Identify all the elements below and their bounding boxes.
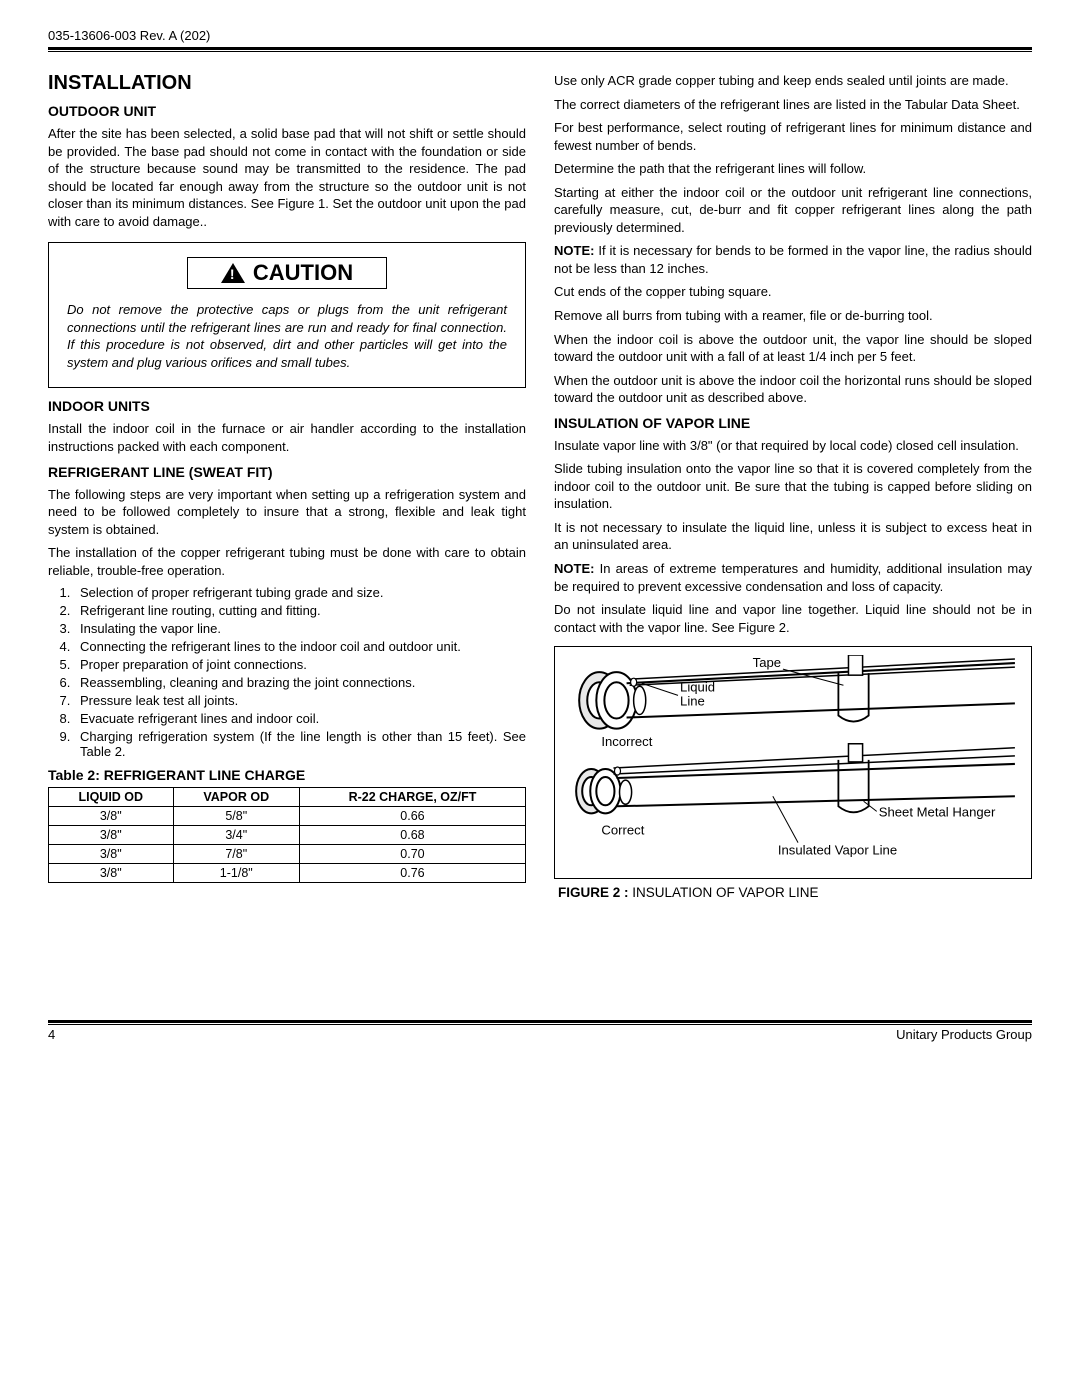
list-item: Refrigerant line routing, cutting and fi… (74, 603, 526, 618)
td: 5/8" (173, 807, 299, 826)
td: 3/8" (49, 826, 174, 845)
footer-rule: 4 Unitary Products Group (48, 1020, 1032, 1042)
steps-list: Selection of proper refrigerant tubing g… (48, 585, 526, 759)
outdoor-heading: OUTDOOR UNIT (48, 103, 526, 119)
insulation-heading: INSULATION OF VAPOR LINE (554, 415, 1032, 431)
list-item: Insulating the vapor line. (74, 621, 526, 636)
insul-p1: Insulate vapor line with 3/8" (or that r… (554, 437, 1032, 455)
insul-p4: Do not insulate liquid line and vapor li… (554, 601, 1032, 636)
left-column: INSTALLATION OUTDOOR UNIT After the site… (48, 66, 526, 900)
td: 7/8" (173, 845, 299, 864)
right-column: Use only ACR grade copper tubing and kee… (554, 66, 1032, 900)
indoor-heading: INDOOR UNITS (48, 398, 526, 414)
refrig-p1: The following steps are very important w… (48, 486, 526, 539)
section-title: INSTALLATION (48, 72, 526, 95)
header-rule (48, 51, 1032, 52)
charge-table: LIQUID OD VAPOR OD R-22 CHARGE, OZ/FT 3/… (48, 787, 526, 883)
right-p9: When the outdoor unit is above the indoo… (554, 372, 1032, 407)
fig-label-line: Line (680, 694, 705, 709)
td: 0.76 (299, 864, 525, 883)
refrig-heading: REFRIGERANT LINE (SWEAT FIT) (48, 464, 526, 480)
note-text: In areas of extreme temperatures and hum… (554, 561, 1032, 594)
table2-caption: Table 2: REFRIGERANT LINE CHARGE (48, 767, 526, 783)
list-item: Evacuate refrigerant lines and indoor co… (74, 711, 526, 726)
note-label: NOTE: (554, 561, 594, 576)
td: 1-1/8" (173, 864, 299, 883)
list-item: Charging refrigeration system (If the li… (74, 729, 526, 759)
fig-label-tape: Tape (753, 655, 781, 670)
right-p2: The correct diameters of the refrigerant… (554, 96, 1032, 114)
fig-label-incorrect: Incorrect (601, 734, 652, 749)
figure2-box: Tape Liquid Line Incorrect (554, 646, 1032, 879)
th: LIQUID OD (49, 788, 174, 807)
right-p6: Cut ends of the copper tubing square. (554, 283, 1032, 301)
indoor-paragraph: Install the indoor coil in the furnace o… (48, 420, 526, 455)
figure2-svg: Tape Liquid Line Incorrect (561, 655, 1025, 867)
td: 3/8" (49, 864, 174, 883)
td: 3/4" (173, 826, 299, 845)
figure2-caption-text: INSULATION OF VAPOR LINE (629, 885, 819, 900)
caution-badge: CAUTION (187, 257, 387, 289)
warning-triangle-icon (221, 263, 245, 283)
note-label: NOTE: (554, 243, 594, 258)
right-p3: For best performance, select routing of … (554, 119, 1032, 154)
list-item: Connecting the refrigerant lines to the … (74, 639, 526, 654)
caution-label: CAUTION (253, 260, 353, 286)
td: 0.66 (299, 807, 525, 826)
table-row: 3/8" 7/8" 0.70 (49, 845, 526, 864)
insul-p2: Slide tubing insulation onto the vapor l… (554, 460, 1032, 513)
caution-text: Do not remove the protective caps or plu… (67, 301, 507, 371)
list-item: Proper preparation of joint connections. (74, 657, 526, 672)
figure2-caption-bold: FIGURE 2 : (558, 885, 629, 900)
refrig-p2: The installation of the copper refrigera… (48, 544, 526, 579)
fig-label-hanger: Sheet Metal Hanger (879, 805, 996, 820)
td: 0.70 (299, 845, 525, 864)
list-item: Pressure leak test all joints. (74, 693, 526, 708)
right-p8: When the indoor coil is above the outdoo… (554, 331, 1032, 366)
page-number: 4 (48, 1027, 55, 1042)
doc-ref: 035-13606-003 Rev. A (202) (48, 28, 1032, 50)
right-p5: Starting at either the indoor coil or th… (554, 184, 1032, 237)
figure2-caption: FIGURE 2 : INSULATION OF VAPOR LINE (558, 885, 1032, 900)
outdoor-paragraph: After the site has been selected, a soli… (48, 125, 526, 230)
table-row: 3/8" 1-1/8" 0.76 (49, 864, 526, 883)
right-p7: Remove all burrs from tubing with a ream… (554, 307, 1032, 325)
note1: NOTE: If it is necessary for bends to be… (554, 242, 1032, 277)
td: 3/8" (49, 807, 174, 826)
td: 0.68 (299, 826, 525, 845)
th: VAPOR OD (173, 788, 299, 807)
note2: NOTE: In areas of extreme temperatures a… (554, 560, 1032, 595)
td: 3/8" (49, 845, 174, 864)
footer-org: Unitary Products Group (896, 1027, 1032, 1042)
th: R-22 CHARGE, OZ/FT (299, 788, 525, 807)
fig-label-correct: Correct (601, 823, 644, 838)
list-item: Reassembling, cleaning and brazing the j… (74, 675, 526, 690)
note-text: If it is necessary for bends to be forme… (554, 243, 1032, 276)
list-item: Selection of proper refrigerant tubing g… (74, 585, 526, 600)
insul-p3: It is not necessary to insulate the liqu… (554, 519, 1032, 554)
right-p1: Use only ACR grade copper tubing and kee… (554, 72, 1032, 90)
table-row: 3/8" 3/4" 0.68 (49, 826, 526, 845)
fig-label-liquid: Liquid (680, 680, 715, 695)
table-row: 3/8" 5/8" 0.66 (49, 807, 526, 826)
caution-box: CAUTION Do not remove the protective cap… (48, 242, 526, 388)
fig-label-vapor: Insulated Vapor Line (778, 843, 897, 858)
right-p4: Determine the path that the refrigerant … (554, 160, 1032, 178)
